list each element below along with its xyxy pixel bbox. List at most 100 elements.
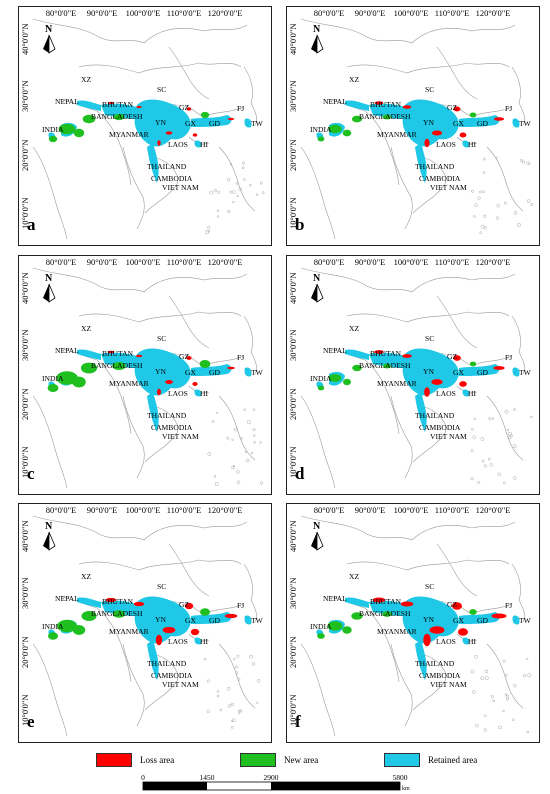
legend-label: New area (284, 755, 319, 765)
map-canvas (32, 18, 265, 240)
place-label-xz: XZ (349, 324, 360, 333)
place-label-hi: HI (200, 389, 209, 398)
place-label-laos: LAOS (168, 637, 188, 646)
place-label-hi: HI (468, 389, 477, 398)
place-label-yn: YN (423, 367, 434, 376)
place-label-bhutan: BHUTAN (102, 100, 134, 109)
scale-bar-unit: km (402, 786, 410, 792)
latitude-tick-label: 30°0'0"N (288, 577, 298, 609)
new-area-region (48, 111, 210, 143)
longitude-tick-label: 80°0'0"E (313, 257, 345, 267)
north-arrow-icon (311, 531, 324, 551)
place-label-vietnam: VIET NAM (162, 183, 199, 192)
place-label-laos: LAOS (436, 389, 456, 398)
place-label-bhutan: BHUTAN (370, 349, 402, 358)
place-label-thailand: THAILAND (147, 411, 187, 420)
latitude-tick-label: 20°0'0"N (288, 388, 298, 420)
place-label-tw: TW (519, 119, 531, 128)
place-label-tw: TW (251, 119, 263, 128)
place-label-gx: GX (453, 368, 464, 377)
place-label-laos: LAOS (168, 140, 188, 149)
legend-swatch (96, 753, 132, 767)
new-area-region (317, 361, 477, 391)
north-label: N (45, 273, 53, 284)
longitude-tick-label: 80°0'0"E (45, 257, 77, 267)
longitude-tick-label: 90°0'0"E (86, 505, 118, 515)
place-label-yn: YN (155, 118, 166, 127)
panel-letter: f (295, 712, 301, 731)
place-label-india: INDIA (42, 374, 64, 383)
place-label-thailand: THAILAND (415, 659, 455, 668)
place-label-india: INDIA (42, 622, 64, 631)
north-arrow-icon (43, 531, 56, 551)
longitude-tick-label: 100°0'0"E (393, 505, 429, 515)
latitude-tick-label: 20°0'0"N (288, 636, 298, 668)
place-label-myanmar: MYANMAR (377, 627, 417, 636)
place-label-thailand: THAILAND (147, 659, 187, 668)
place-label-xz: XZ (349, 572, 360, 581)
legend-label: Loss area (140, 755, 175, 765)
latitude-tick-label: 20°0'0"N (20, 636, 30, 668)
map-canvas (32, 267, 264, 489)
place-label-yn: YN (155, 367, 166, 376)
place-label-bhutan: BHUTAN (102, 349, 134, 358)
panel-letter: b (295, 215, 305, 234)
legend-swatch (384, 753, 420, 767)
boundary-lines (32, 515, 261, 737)
place-label-sc: SC (157, 582, 167, 591)
loss-area-region (372, 597, 507, 647)
place-label-cambodia: CAMBODIA (151, 423, 193, 432)
scale-bar-label: 0 (141, 773, 145, 782)
place-label-cambodia: CAMBODIA (419, 671, 461, 680)
place-label-gx: GX (185, 119, 196, 128)
place-label-gd: GD (209, 119, 220, 128)
new-area-region (47, 359, 211, 393)
place-label-nepal: NEPAL (55, 594, 79, 603)
latitude-tick-label: 40°0'0"N (288, 520, 298, 552)
place-label-gx: GX (453, 119, 464, 128)
loss-area-region (105, 597, 238, 646)
place-label-yn: YN (423, 118, 434, 127)
scale-bar-label: 1450 (199, 773, 215, 782)
place-label-cambodia: CAMBODIA (151, 174, 193, 183)
place-label-yn: YN (155, 615, 166, 624)
map-panel-f: N 80°0'0"E 90°0'0"E 100°0'0"E 110°0'0"E 120°0… (286, 503, 540, 743)
north-label: N (313, 24, 321, 35)
place-label-nepal: NEPAL (55, 346, 79, 355)
longitude-tick-label: 120°0'0"E (475, 8, 511, 18)
latitude-tick-label: 20°0'0"N (288, 139, 298, 171)
latitude-tick-label: 40°0'0"N (288, 23, 298, 55)
place-label-india: INDIA (42, 125, 64, 134)
place-label-gz: GZ (447, 600, 458, 609)
place-label-hi: HI (468, 637, 477, 646)
place-label-sc: SC (425, 582, 435, 591)
place-label-gx: GX (185, 616, 196, 625)
place-label-nepal: NEPAL (323, 97, 347, 106)
place-label-nepal: NEPAL (323, 346, 347, 355)
place-label-vietnam: VIET NAM (430, 183, 467, 192)
longitude-tick-label: 100°0'0"E (393, 8, 429, 18)
panel-letter: d (295, 464, 305, 483)
place-label-myanmar: MYANMAR (109, 379, 149, 388)
longitude-tick-label: 90°0'0"E (86, 8, 118, 18)
place-label-hi: HI (468, 140, 477, 149)
longitude-tick-label: 120°0'0"E (207, 8, 243, 18)
place-label-tw: TW (251, 368, 263, 377)
longitude-tick-label: 100°0'0"E (125, 505, 161, 515)
north-label: N (45, 24, 53, 35)
place-label-nepal: NEPAL (323, 594, 347, 603)
place-label-thailand: THAILAND (147, 162, 187, 171)
latitude-tick-label: 40°0'0"N (288, 272, 298, 304)
place-label-gd: GD (209, 616, 220, 625)
longitude-tick-label: 90°0'0"E (354, 8, 386, 18)
place-label-bangladesh: BANGLADESH (91, 112, 143, 121)
north-label: N (45, 521, 53, 532)
place-label-bangladesh: BANGLADESH (359, 609, 411, 618)
place-label-bhutan: BHUTAN (370, 100, 402, 109)
map-canvas (300, 515, 532, 737)
longitude-tick-label: 120°0'0"E (207, 257, 243, 267)
retained-area-region (316, 348, 520, 432)
place-label-gz: GZ (447, 352, 458, 361)
place-label-gd: GD (477, 368, 488, 377)
place-label-gx: GX (185, 368, 196, 377)
